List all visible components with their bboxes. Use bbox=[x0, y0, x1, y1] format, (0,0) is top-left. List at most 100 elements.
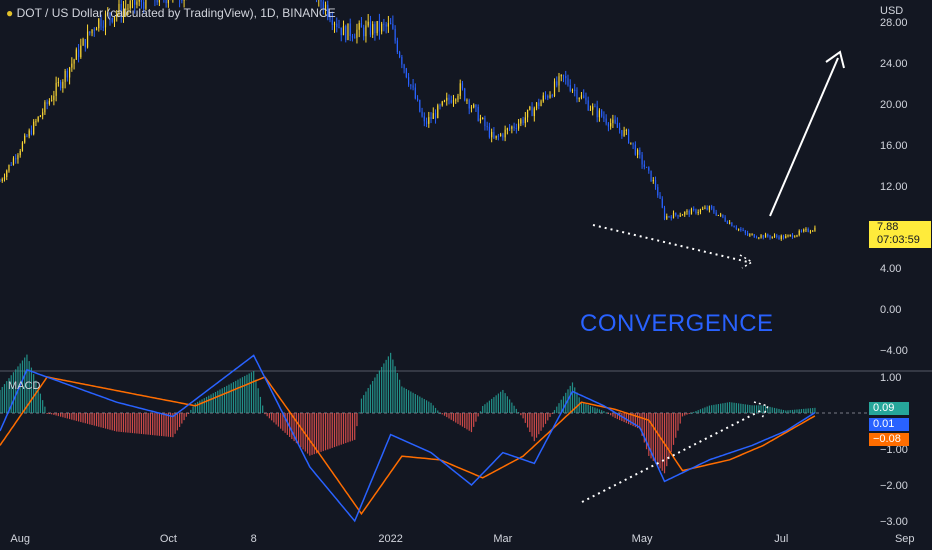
macd-histogram-bar bbox=[210, 394, 212, 413]
macd-histogram-bar bbox=[782, 409, 785, 413]
macd-histogram-bar bbox=[486, 402, 488, 413]
macd-histogram-bar bbox=[473, 413, 475, 427]
candle-body bbox=[403, 64, 405, 69]
candle-body bbox=[713, 208, 715, 213]
macd-histogram-bar bbox=[102, 413, 104, 428]
macd-histogram-bar bbox=[309, 413, 311, 456]
macd-histogram-bar bbox=[266, 413, 268, 417]
candle-body bbox=[107, 12, 109, 14]
macd-line-tag: 0.01 bbox=[869, 418, 909, 431]
macd-histogram-bar bbox=[89, 413, 91, 425]
macd-histogram-bar bbox=[356, 413, 358, 427]
macd-histogram-bar bbox=[127, 413, 129, 433]
candle-body bbox=[324, 4, 327, 10]
macd-histogram-bar bbox=[333, 413, 336, 448]
macd-histogram-bar bbox=[174, 413, 176, 434]
macd-histogram-bar bbox=[320, 413, 322, 452]
drawing-overlays bbox=[581, 50, 845, 503]
macd-histogram-bar bbox=[185, 413, 187, 417]
symbol-title[interactable]: ● DOT / US Dollar (calculated by Trading… bbox=[6, 6, 336, 20]
macd-histogram-bar bbox=[176, 413, 178, 431]
candle-body bbox=[571, 89, 574, 91]
macd-histogram-bar bbox=[239, 378, 241, 413]
macd-histogram-bar bbox=[77, 413, 80, 422]
macd-histogram-bar bbox=[246, 374, 248, 413]
macd-histogram-bar bbox=[419, 396, 421, 413]
candle-body bbox=[814, 227, 816, 231]
macd-histogram-bar bbox=[394, 366, 396, 413]
candle-body bbox=[791, 234, 794, 238]
symbol-title-text: DOT / US Dollar (calculated by TradingVi… bbox=[16, 6, 336, 20]
macd-histogram-bar bbox=[385, 359, 387, 413]
candle-body bbox=[623, 130, 625, 136]
candle-body bbox=[484, 118, 486, 127]
macd-histogram-bar bbox=[464, 413, 466, 429]
macd-histogram-bar bbox=[720, 403, 722, 413]
macd-histogram-bar bbox=[98, 413, 100, 427]
candle-body bbox=[459, 83, 461, 96]
candle-body bbox=[675, 212, 677, 215]
time-tick-label: 8 bbox=[251, 533, 257, 545]
candle-body bbox=[349, 23, 351, 37]
candle-body bbox=[89, 31, 91, 34]
macd-indicator-label[interactable]: MACD bbox=[8, 380, 41, 392]
time-tick-label: Jul bbox=[774, 533, 788, 545]
macd-histogram-bar bbox=[214, 391, 217, 413]
candle-body bbox=[500, 134, 502, 136]
macd-histogram-bar bbox=[587, 404, 589, 413]
macd-histogram-bar bbox=[387, 356, 389, 413]
candle-body bbox=[138, 0, 140, 2]
macd-histogram-bar bbox=[120, 413, 122, 432]
macd-histogram-bar bbox=[131, 413, 134, 434]
candle-body bbox=[803, 229, 805, 232]
price-axis[interactable]: 28.0024.0020.0016.0012.008.004.000.00−4.… bbox=[880, 17, 908, 528]
candle-body bbox=[385, 24, 387, 27]
candle-body bbox=[448, 97, 450, 101]
candle-body bbox=[596, 106, 598, 118]
macd-histogram-bar bbox=[257, 388, 259, 413]
macd-histogram-bar bbox=[241, 377, 244, 413]
macd-histogram-bar bbox=[800, 409, 803, 413]
macd-histogram-bar bbox=[576, 392, 578, 413]
macd-histogram-bar bbox=[289, 413, 291, 437]
candle-body bbox=[327, 4, 329, 17]
macd-histogram-bar bbox=[794, 409, 796, 413]
macd-histogram-bar bbox=[538, 413, 540, 435]
macd-histogram-bar bbox=[679, 413, 681, 424]
macd-histogram-bar bbox=[466, 413, 468, 430]
macd-histogram-bar bbox=[729, 402, 731, 413]
candle-body bbox=[607, 123, 609, 127]
macd-histogram-bar bbox=[690, 412, 693, 414]
macd-histogram-bar bbox=[738, 403, 740, 413]
macd-convergence-trendline bbox=[581, 409, 763, 503]
macd-histogram-bar bbox=[724, 402, 726, 413]
candle-body bbox=[621, 130, 623, 136]
candle-body bbox=[432, 113, 434, 119]
macd-histogram-bar bbox=[668, 413, 670, 460]
candle-body bbox=[506, 128, 508, 130]
candle-body bbox=[457, 95, 459, 100]
candle-body bbox=[331, 20, 333, 25]
macd-histogram-bar bbox=[277, 413, 279, 427]
macd-histogram-bar bbox=[158, 413, 160, 436]
candle-body bbox=[769, 236, 771, 238]
macd-histogram-bar bbox=[789, 410, 791, 413]
candle-body bbox=[603, 116, 605, 119]
candle-body bbox=[807, 228, 809, 232]
candle-body bbox=[122, 9, 125, 17]
macd-histogram-bar bbox=[807, 408, 809, 413]
macd-histogram-bar bbox=[524, 413, 526, 423]
last-price-value: 7.88 bbox=[877, 221, 899, 233]
macd-histogram-bar bbox=[416, 395, 419, 413]
candle-body bbox=[12, 158, 15, 165]
macd-histogram-bar bbox=[612, 413, 614, 417]
macd-histogram-bar bbox=[448, 413, 450, 419]
macd-histogram-bar bbox=[551, 413, 553, 414]
macd-histogram-bar bbox=[457, 413, 459, 424]
time-axis[interactable]: Aug Oct 8 2022 Mar May Jul Sep bbox=[10, 533, 914, 545]
macd-histogram-bar bbox=[547, 413, 549, 421]
macd-histogram-bar bbox=[226, 385, 228, 413]
macd-pane bbox=[0, 352, 816, 523]
macd-histogram-bar bbox=[35, 380, 37, 413]
